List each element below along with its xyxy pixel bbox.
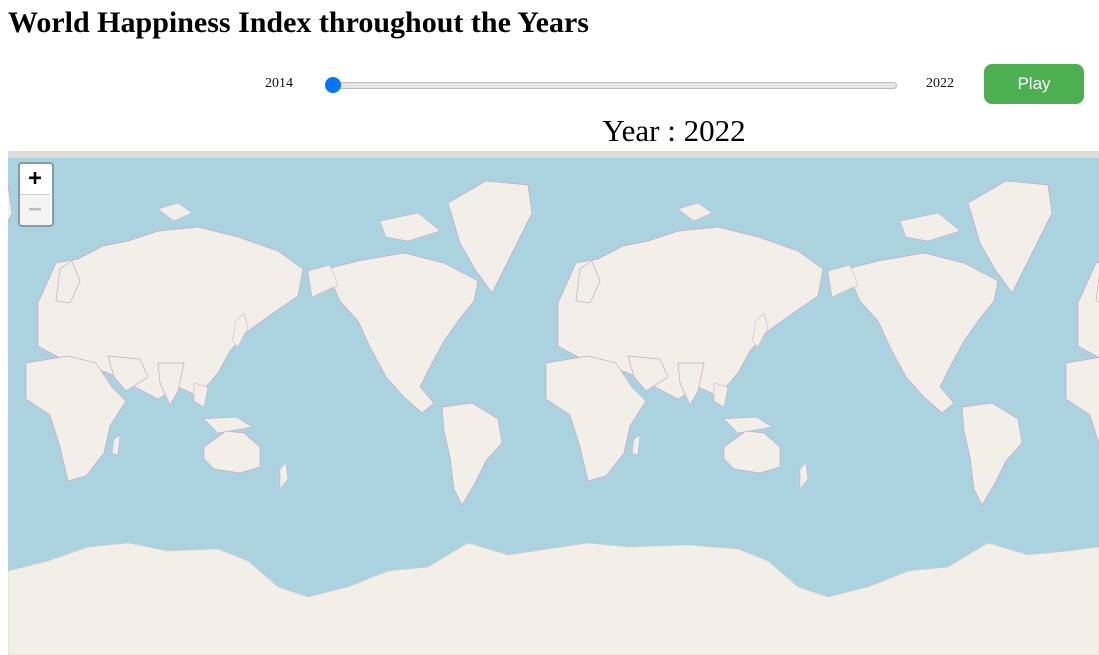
antarctica [8, 542, 1099, 655]
slider-max-label: 2022 [926, 76, 954, 91]
page-title: World Happiness Index throughout the Yea… [8, 6, 589, 39]
zoom-control: + − [18, 162, 54, 227]
year-display: Year : 2022 [602, 113, 746, 148]
world-map[interactable]: + − [8, 151, 1099, 655]
year-slider[interactable] [332, 82, 897, 89]
world-copy [25, 180, 533, 506]
zoom-out-button[interactable]: − [20, 195, 50, 225]
play-button[interactable]: Play [984, 64, 1084, 104]
year-controls: 2014 2022 Play [0, 60, 1099, 108]
slider-min-label: 2014 [265, 76, 293, 91]
map-tiles[interactable] [8, 151, 1099, 655]
year-slider-thumb[interactable] [325, 77, 341, 93]
zoom-in-button[interactable]: + [20, 164, 50, 195]
